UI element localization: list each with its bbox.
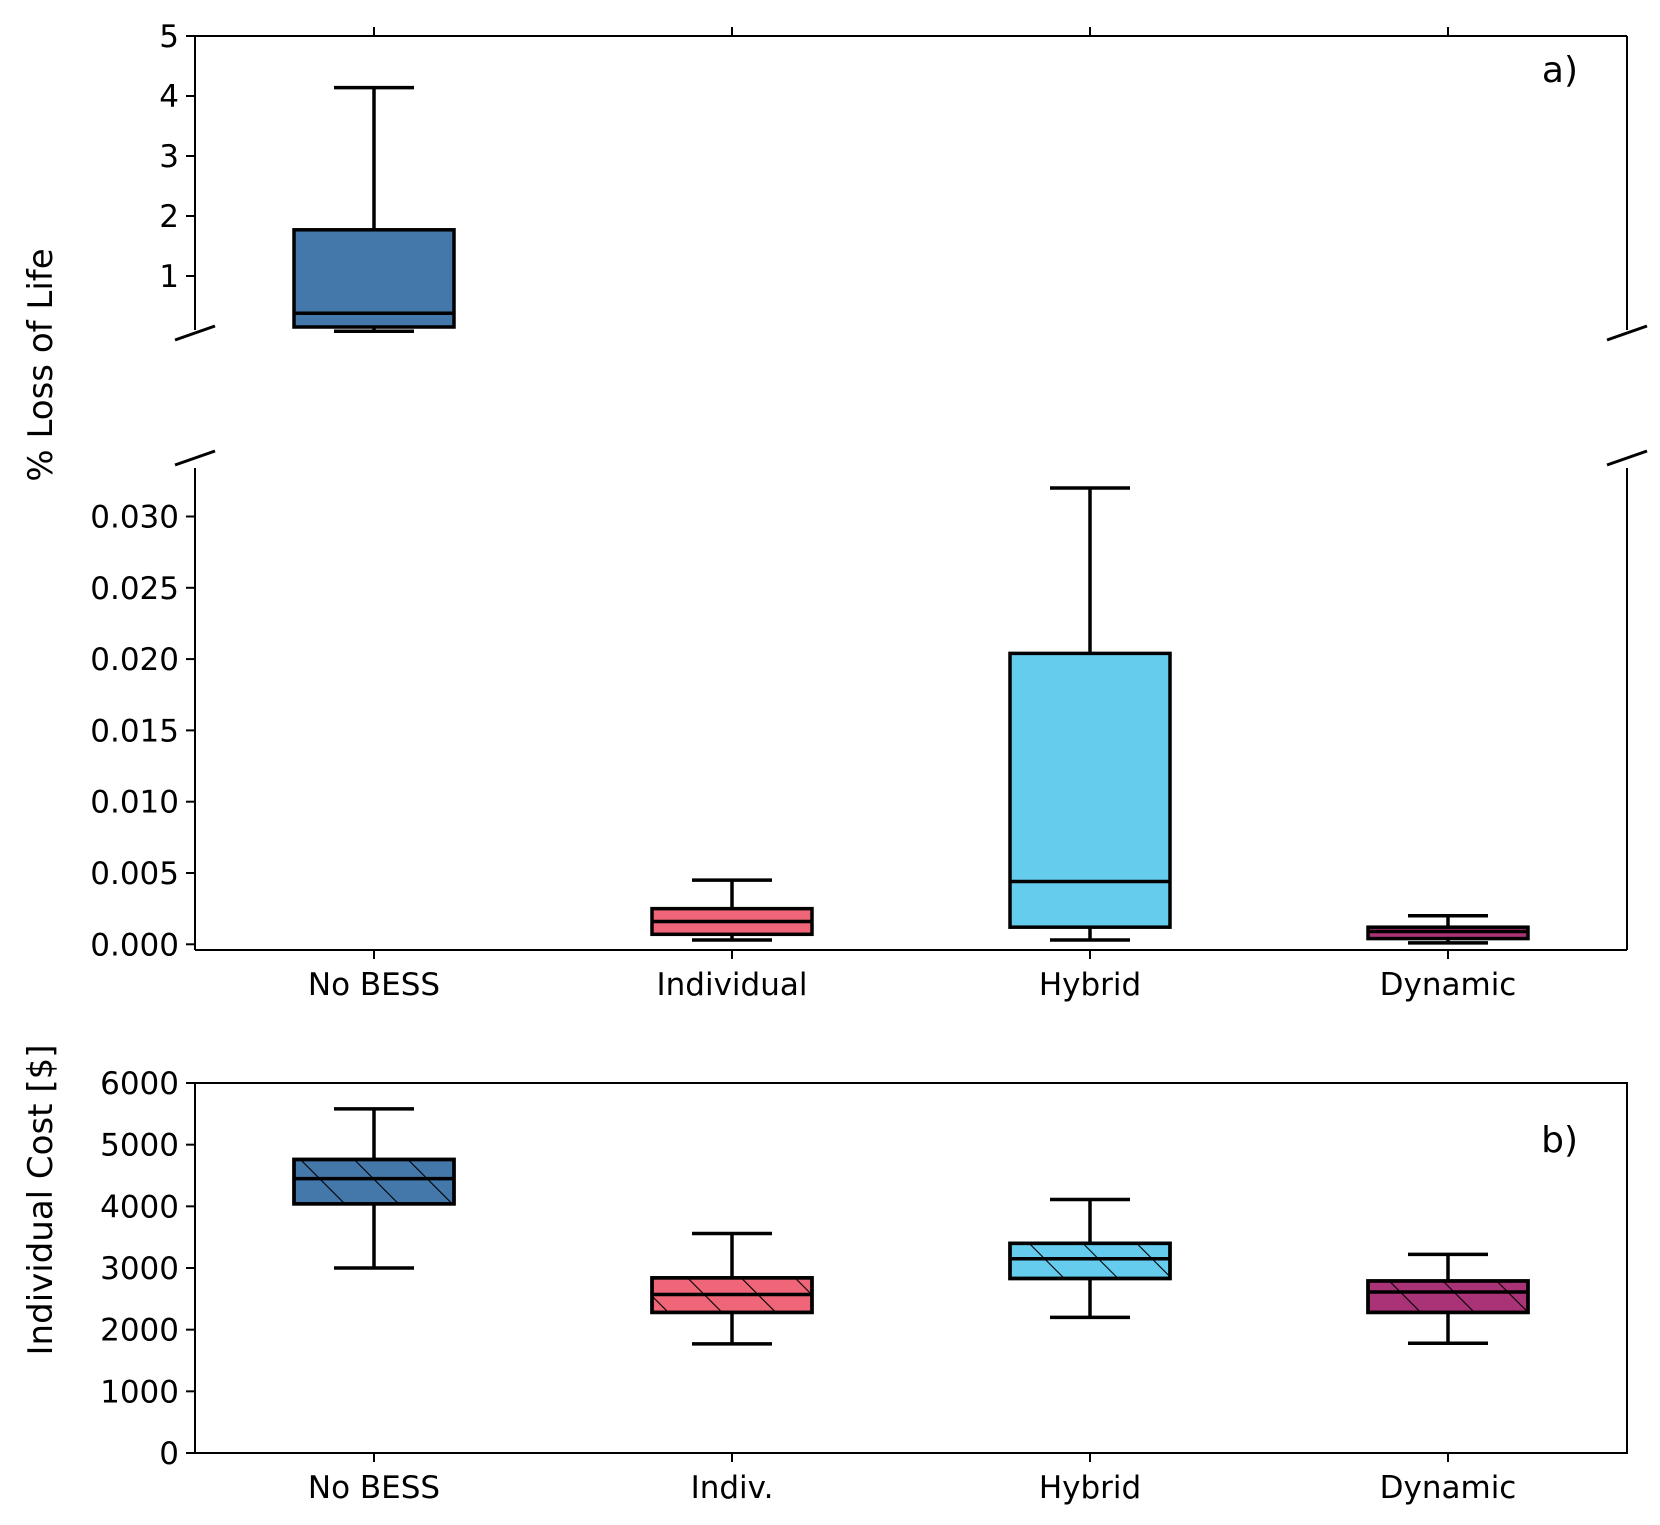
- panel-a-lower-y-tick-label: 0.005: [90, 856, 179, 892]
- panel-b-y-tick-label: 6000: [100, 1066, 179, 1102]
- panel-a-upper-y-tick-label: 4: [159, 79, 179, 115]
- panel-a-upper-y-tick-label: 3: [159, 139, 179, 175]
- panel-b-y-tick-label: 0: [159, 1436, 179, 1472]
- panel-b-y-tick-label: 5000: [100, 1128, 179, 1164]
- panel-a-break-mark: [1606, 449, 1648, 467]
- panel-b-box-hatch-no-bess: [294, 1159, 454, 1204]
- panel-a-lower-y-tick-label: 0.025: [90, 571, 179, 607]
- panel-a-lower-y-tick-label: 0.015: [90, 713, 179, 749]
- panel-a-break-mark: [174, 324, 216, 342]
- panel-a-upper-y-tick-label: 5: [159, 19, 179, 55]
- panel-a-lower-y-tick-label: 0.030: [90, 499, 179, 535]
- panel-a-label: a): [1542, 50, 1578, 91]
- panel-b-x-tick-label: Dynamic: [1380, 1470, 1517, 1506]
- panel-b-y-tick-label: 2000: [100, 1313, 179, 1349]
- panel-a-lower-y-tick-label: 0.000: [90, 927, 179, 963]
- panel-b-y-tick-label: 3000: [100, 1251, 179, 1287]
- panel-b-y-tick-label: 4000: [100, 1189, 179, 1225]
- panel-b-label: b): [1541, 1120, 1578, 1161]
- panel-b-box-hatch-dynamic: [1368, 1280, 1528, 1313]
- panel-a-upper-y-tick-label: 2: [159, 199, 179, 235]
- panel-a-y-axis-label: % Loss of Life: [21, 248, 61, 481]
- panel-a-box-no-bess: [292, 228, 456, 329]
- panel-a-lower-x-tick-label: No BESS: [308, 967, 440, 1003]
- panel-a-upper-axes: 1 2 3 4 5: [159, 19, 1648, 342]
- panel-a-lower-x-tick-label: Individual: [657, 967, 808, 1003]
- panel-b-y-tick-label: 1000: [100, 1374, 179, 1410]
- panel-b-x-tick-label: No BESS: [308, 1470, 440, 1506]
- panel-a-box-hybrid: [1008, 651, 1172, 929]
- panel-b-box-outline-no-bess: [292, 1157, 456, 1206]
- panel-a-lower-x-tick-label: Hybrid: [1039, 967, 1141, 1003]
- panel-a-lower-y-tick-label: 0.010: [90, 785, 179, 821]
- panel-a-break-mark: [1606, 324, 1648, 342]
- panel-b-y-axis-label: Individual Cost [$]: [21, 1045, 61, 1356]
- panel-a-break-mark: [174, 449, 216, 467]
- panel-b-x-tick-label: Indiv.: [691, 1470, 774, 1506]
- panel-a-lower-x-tick-label: Dynamic: [1380, 967, 1517, 1003]
- panel-b-x-tick-label: Hybrid: [1039, 1470, 1141, 1506]
- panel-b-box-outline-hybrid: [1008, 1241, 1172, 1281]
- panel-b-axes: 0 1000 2000 3000 4000 5000 6000 No BESS Indiv. Hy…: [100, 1066, 1628, 1506]
- panel-b-box-outline-dynamic: [1366, 1279, 1530, 1315]
- panel-a-upper-y-tick-label: 1: [159, 259, 179, 295]
- panel-a-lower-axes: 0.000 0.005 0.010 0.015 0.020 0.025 0.030 No BE…: [90, 449, 1648, 1003]
- panel-b-box-hatch-hybrid: [1010, 1243, 1170, 1279]
- panel-a-lower-y-tick-label: 0.020: [90, 642, 179, 678]
